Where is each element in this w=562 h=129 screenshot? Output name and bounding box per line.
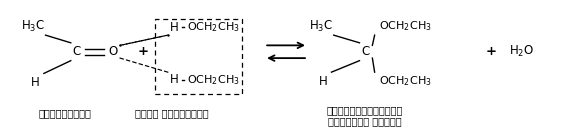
Text: H: H xyxy=(319,75,328,88)
Text: डाइएथिल ऐसीटल: डाइएथिल ऐसीटल xyxy=(328,116,402,126)
Text: H: H xyxy=(31,76,40,89)
Text: OCH$_2$CH$_3$: OCH$_2$CH$_3$ xyxy=(187,73,240,87)
Text: OCH$_2$CH$_3$: OCH$_2$CH$_3$ xyxy=(379,74,431,88)
Text: H$_3$C: H$_3$C xyxy=(21,19,46,34)
Text: C: C xyxy=(361,45,369,58)
Bar xyxy=(155,19,242,94)
Text: एथिल ऐल्कोहॉल: एथिल ऐल्कोहॉल xyxy=(135,108,209,118)
Text: +: + xyxy=(486,45,497,58)
Text: O: O xyxy=(108,45,117,58)
Text: H: H xyxy=(170,73,179,86)
Text: H$_2$O: H$_2$O xyxy=(510,44,534,59)
Text: ऐल्डिहाइड: ऐल्डिहाइड xyxy=(39,108,92,118)
Text: H$_3$C: H$_3$C xyxy=(309,19,333,34)
Text: OCH$_2$CH$_3$: OCH$_2$CH$_3$ xyxy=(379,19,431,33)
Text: OCH$_2$CH$_3$: OCH$_2$CH$_3$ xyxy=(187,21,240,34)
Text: H: H xyxy=(170,21,179,34)
Text: ऐसीटेल्डिहाइड: ऐसीटेल्डिहाइड xyxy=(327,105,404,115)
Text: +: + xyxy=(138,45,148,58)
Text: C: C xyxy=(72,45,80,58)
